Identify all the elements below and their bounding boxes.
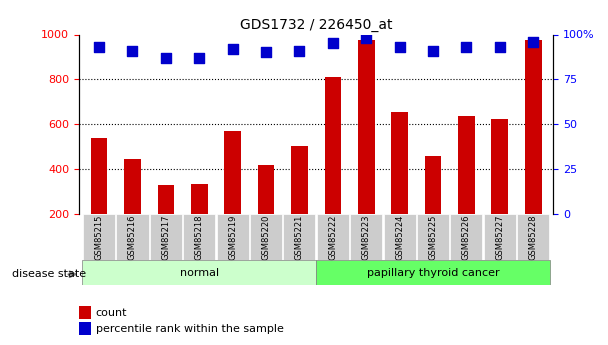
Bar xyxy=(325,77,341,214)
Bar xyxy=(425,156,441,214)
Bar xyxy=(157,185,174,214)
Bar xyxy=(384,214,416,260)
Bar xyxy=(258,165,274,214)
Bar xyxy=(124,159,141,214)
Bar xyxy=(350,214,382,260)
Bar xyxy=(491,119,508,214)
Text: GSM85228: GSM85228 xyxy=(529,215,537,260)
Text: GSM85220: GSM85220 xyxy=(261,215,271,260)
Bar xyxy=(91,138,108,214)
Bar xyxy=(83,214,115,260)
Point xyxy=(161,55,171,61)
Bar xyxy=(316,260,550,285)
Point xyxy=(528,39,538,45)
Text: GSM85218: GSM85218 xyxy=(195,215,204,260)
Bar xyxy=(417,214,449,260)
Text: GSM85223: GSM85223 xyxy=(362,215,371,260)
Text: GSM85221: GSM85221 xyxy=(295,215,304,260)
Point xyxy=(461,44,471,50)
Text: GSM85219: GSM85219 xyxy=(228,215,237,260)
Bar xyxy=(216,214,249,260)
Bar xyxy=(525,40,542,214)
Text: GSM85227: GSM85227 xyxy=(496,215,505,260)
Point xyxy=(261,50,271,55)
Bar xyxy=(317,214,349,260)
Bar xyxy=(484,214,516,260)
Bar xyxy=(79,322,91,335)
Point xyxy=(395,44,404,50)
Point xyxy=(328,41,337,46)
Text: GSM85215: GSM85215 xyxy=(95,215,103,260)
Text: GSM85222: GSM85222 xyxy=(328,215,337,260)
Bar xyxy=(392,112,408,214)
Point xyxy=(128,48,137,53)
Bar xyxy=(250,214,282,260)
Bar xyxy=(517,214,549,260)
Bar xyxy=(150,214,182,260)
Text: GSM85216: GSM85216 xyxy=(128,215,137,260)
Text: GSM85217: GSM85217 xyxy=(161,215,170,260)
Text: GSM85224: GSM85224 xyxy=(395,215,404,260)
Bar xyxy=(451,214,483,260)
Text: GSM85225: GSM85225 xyxy=(429,215,438,260)
Text: GSM85226: GSM85226 xyxy=(462,215,471,260)
Point xyxy=(195,55,204,61)
Text: count: count xyxy=(95,308,127,317)
Text: disease state: disease state xyxy=(12,269,86,279)
Bar xyxy=(283,214,316,260)
Bar xyxy=(224,131,241,214)
Point xyxy=(295,48,305,53)
Bar xyxy=(183,214,215,260)
Point xyxy=(428,48,438,53)
Bar xyxy=(79,306,91,319)
Text: normal: normal xyxy=(180,268,219,277)
Text: papillary thyroid cancer: papillary thyroid cancer xyxy=(367,268,499,277)
Bar xyxy=(358,40,375,214)
Point xyxy=(361,35,371,41)
Bar xyxy=(291,146,308,214)
Point xyxy=(228,46,238,52)
Bar xyxy=(82,260,316,285)
Bar xyxy=(117,214,148,260)
Point xyxy=(495,44,505,50)
Point xyxy=(94,44,104,50)
Title: GDS1732 / 226450_at: GDS1732 / 226450_at xyxy=(240,18,392,32)
Bar xyxy=(458,116,475,214)
Text: percentile rank within the sample: percentile rank within the sample xyxy=(95,324,283,334)
Bar xyxy=(191,184,207,214)
